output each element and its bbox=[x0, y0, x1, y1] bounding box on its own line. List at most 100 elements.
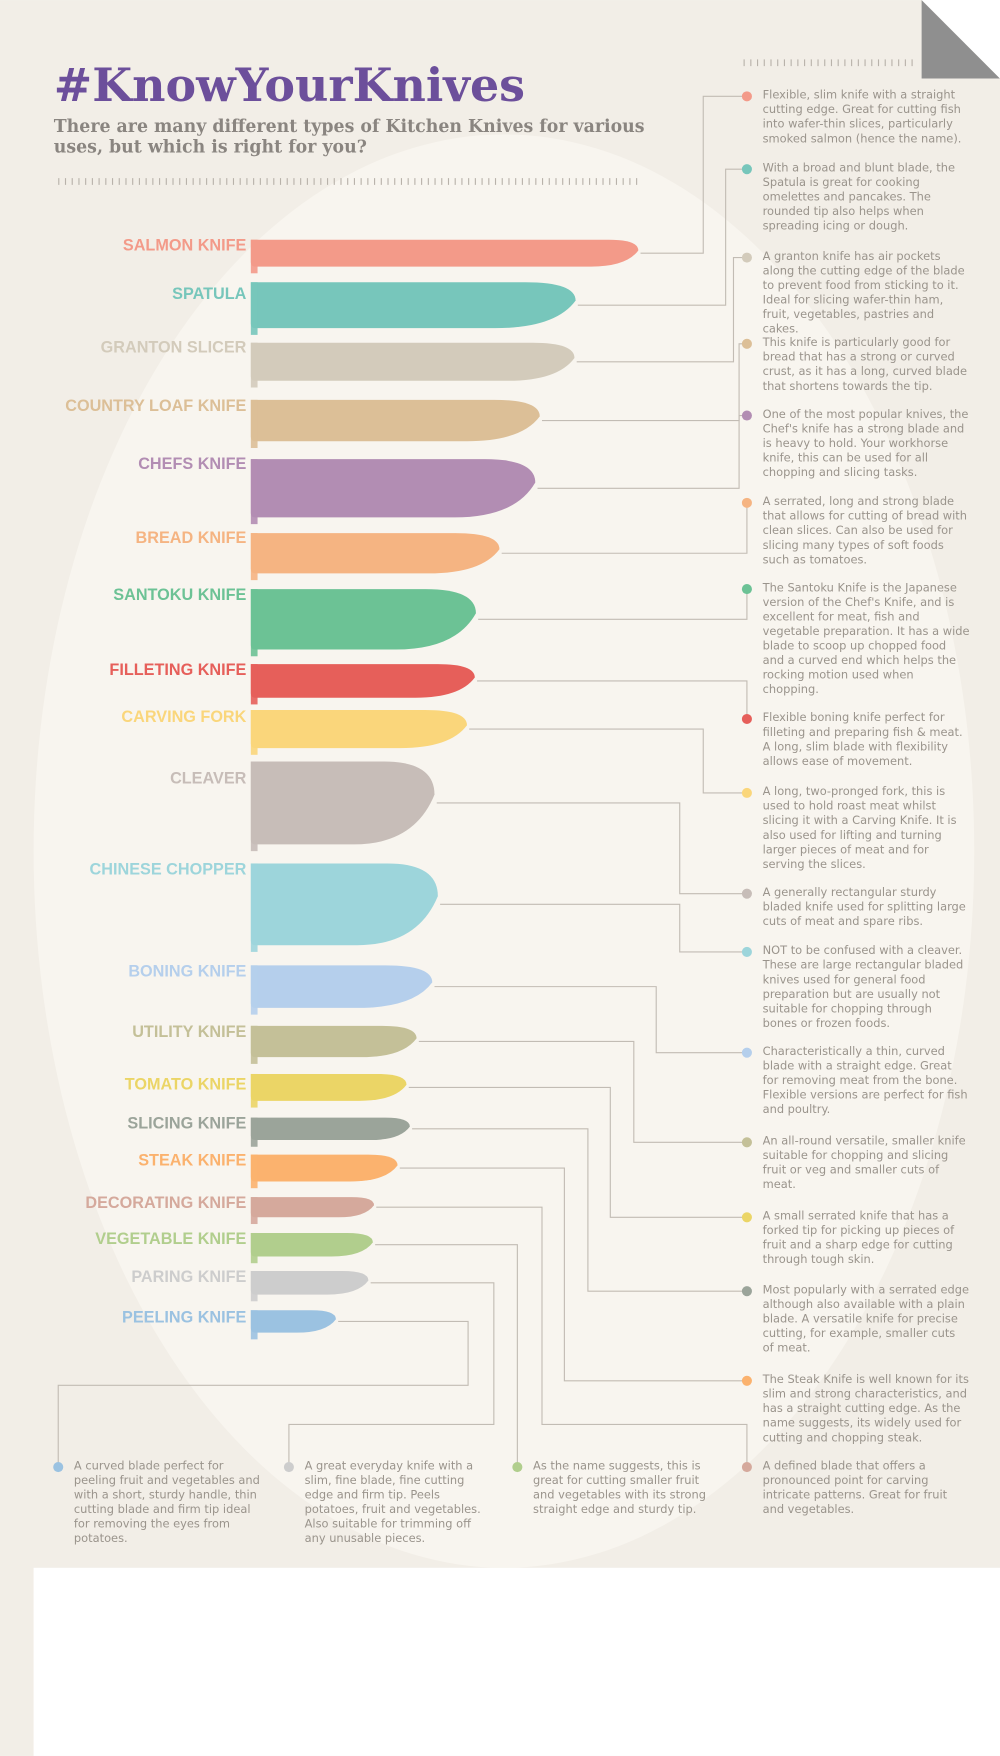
description-box: A great everyday knife with a slim, fine… bbox=[304, 1460, 481, 1546]
knife-blade bbox=[250, 1310, 336, 1333]
description-box: Most popularly with a serrated edge alth… bbox=[763, 1284, 969, 1355]
bullet bbox=[741, 1461, 752, 1473]
description: The Steak Knife is well known for its sl… bbox=[762, 1374, 969, 1445]
knife: COUNTRY LOAF KNIFE This knife is particul… bbox=[65, 337, 967, 448]
knife-blade bbox=[250, 761, 435, 845]
knife-handle bbox=[250, 1271, 258, 1302]
connector bbox=[440, 903, 747, 953]
connector bbox=[477, 680, 748, 719]
description: One of the most popular knives, the Chef… bbox=[762, 408, 969, 480]
description: A serrated, long and strong blade that a… bbox=[762, 496, 968, 567]
knife-handle bbox=[250, 1073, 258, 1108]
description-box: With a broad and blunt blade, the Spatul… bbox=[763, 162, 955, 233]
knife-name: CARVING FORK bbox=[121, 708, 246, 726]
knife-handle bbox=[250, 459, 258, 525]
knife-handle bbox=[250, 710, 258, 755]
knife-handle bbox=[250, 282, 258, 335]
description-box: Characteristically a thin, curved blade … bbox=[762, 1045, 968, 1117]
description-box: Flexible boning knife perfect for fillet… bbox=[762, 712, 963, 769]
bullet bbox=[741, 888, 752, 899]
bullet bbox=[741, 1375, 752, 1386]
knife-handle bbox=[250, 342, 258, 388]
knife: SPATULA With a broad and blunt blade, the… bbox=[172, 162, 955, 335]
knife-name: SANTOKU KNIFE bbox=[113, 586, 246, 604]
knife-name: SPATULA bbox=[172, 285, 246, 303]
knife: PEELING KNIFE A curved blade perfect for … bbox=[53, 1308, 336, 1546]
description-box: The Steak Knife is well known for its sl… bbox=[762, 1374, 969, 1445]
knife-name: TOMATO KNIFE bbox=[125, 1075, 247, 1093]
knife: DECORATING KNIFE A defined blade that off… bbox=[85, 1194, 948, 1516]
connector bbox=[640, 95, 747, 254]
knife: BREAD KNIFE A serrated, long and strong b… bbox=[136, 496, 968, 581]
description-box: A granton knife has air pockets along th… bbox=[762, 250, 965, 337]
connector bbox=[375, 1244, 518, 1468]
knife-name: STEAK KNIFE bbox=[138, 1152, 246, 1170]
description-box: The Santoku Knife is the Japanese versio… bbox=[763, 582, 970, 696]
description: As the name suggests, this is great for … bbox=[533, 1460, 706, 1517]
description-box: A defined blade that offers a pronounced… bbox=[763, 1460, 948, 1516]
description: A small serrated knife that has a forked… bbox=[762, 1210, 955, 1267]
knife-handle bbox=[250, 589, 258, 657]
bullet bbox=[741, 1137, 752, 1148]
bullet bbox=[53, 1461, 64, 1473]
knife-name: UTILITY KNIFE bbox=[132, 1023, 246, 1041]
knife-name: VEGETABLE KNIFE bbox=[95, 1230, 246, 1248]
bullet bbox=[741, 252, 752, 263]
description-box: A generally rectangular sturdy bladed kn… bbox=[763, 887, 966, 928]
knife: PARING KNIFE A great everyday knife with … bbox=[131, 1268, 481, 1546]
knife-blade bbox=[250, 1025, 417, 1058]
knife-blade bbox=[250, 533, 500, 574]
knife-name: FILLETING KNIFE bbox=[109, 661, 246, 679]
knife-name: CHEFS KNIFE bbox=[138, 455, 246, 473]
knife-blade bbox=[250, 1073, 407, 1101]
bullet bbox=[283, 1461, 294, 1473]
description: A curved blade perfect for peeling fruit… bbox=[73, 1460, 260, 1546]
knife-name: BREAD KNIFE bbox=[136, 529, 247, 547]
knife: CHINESE CHOPPER NOT to be confused with a… bbox=[90, 860, 964, 1030]
description: A great everyday knife with a slim, fine… bbox=[304, 1460, 481, 1546]
knife-blade bbox=[250, 459, 536, 518]
description-box: As the name suggests, this is great for … bbox=[533, 1460, 706, 1517]
knife-handle bbox=[250, 1025, 258, 1064]
knife-handle bbox=[250, 1117, 258, 1147]
description-box: A curved blade perfect for peeling fruit… bbox=[73, 1460, 260, 1546]
bullet bbox=[741, 584, 752, 595]
knife-handle bbox=[250, 533, 258, 581]
page-bottom bbox=[33, 1567, 1000, 1756]
knife-blade bbox=[250, 1232, 373, 1257]
knife-name: SLICING KNIFE bbox=[127, 1115, 246, 1133]
description-box: Flexible, slim knife with a straight cut… bbox=[762, 89, 962, 146]
connector bbox=[376, 1206, 748, 1468]
knife-name: PARING KNIFE bbox=[131, 1268, 246, 1286]
knife: CARVING FORK A long, two-pronged fork, th… bbox=[121, 708, 956, 871]
description: Flexible, slim knife with a straight cut… bbox=[762, 89, 962, 146]
connector bbox=[418, 1040, 747, 1143]
bullet bbox=[741, 787, 752, 798]
knife-blade bbox=[250, 589, 476, 650]
knife-blade bbox=[250, 282, 576, 329]
knife-blade bbox=[250, 710, 467, 749]
knife-handle bbox=[250, 1310, 258, 1340]
bullet bbox=[741, 497, 752, 508]
bullet bbox=[741, 1286, 752, 1297]
knife-handle bbox=[250, 239, 258, 274]
description: A granton knife has air pockets along th… bbox=[762, 250, 965, 337]
description: Characteristically a thin, curved blade … bbox=[762, 1045, 968, 1117]
knife: SALMON KNIFE Flexible, slim knife with a … bbox=[123, 89, 962, 274]
knife: VEGETABLE KNIFE As the name suggests, thi… bbox=[95, 1230, 706, 1517]
bullet bbox=[741, 338, 752, 349]
bullet bbox=[741, 713, 752, 725]
description-box: A small serrated knife that has a forked… bbox=[762, 1210, 955, 1267]
subtitle-box: There are many different types of Kitche… bbox=[54, 117, 645, 157]
description: Flexible boning knife perfect for fillet… bbox=[762, 712, 963, 769]
knife: CLEAVER A generally rectangular sturdy bl… bbox=[170, 761, 966, 928]
knife-handle bbox=[250, 1197, 258, 1225]
connector bbox=[576, 257, 747, 363]
knife-name: CHINESE CHOPPER bbox=[90, 860, 247, 878]
knife-blade bbox=[250, 399, 540, 442]
knife-name: BONING KNIFE bbox=[128, 962, 246, 980]
description-box: This knife is particularly good for brea… bbox=[763, 337, 967, 393]
connector bbox=[478, 589, 748, 620]
knife-handle bbox=[250, 761, 258, 852]
